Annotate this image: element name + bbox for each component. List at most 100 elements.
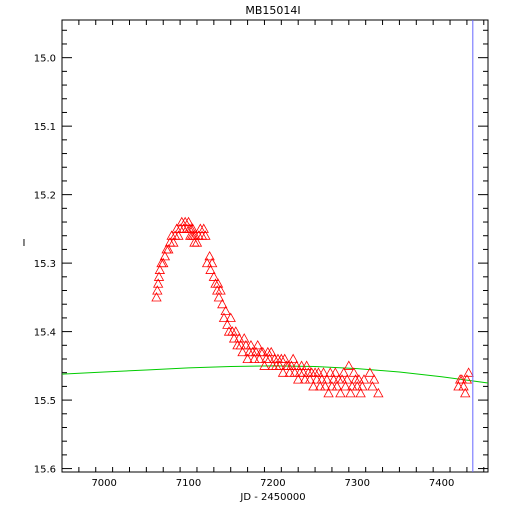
data-point — [151, 292, 162, 302]
data-point — [152, 278, 164, 288]
data-point — [152, 285, 163, 295]
data-point — [230, 326, 241, 336]
data-point — [218, 312, 230, 322]
data-point — [353, 374, 365, 384]
data-point — [311, 374, 322, 384]
data-point — [355, 387, 366, 398]
data-point — [298, 367, 309, 377]
data-point — [341, 374, 353, 384]
data-point — [213, 292, 225, 302]
data-point — [201, 257, 213, 268]
data-point — [217, 298, 228, 309]
data-point — [242, 353, 253, 363]
y-tick-label: 15.6 — [34, 465, 56, 476]
data-point — [352, 381, 363, 391]
x-tick-label: 7300 — [345, 478, 370, 489]
x-tick-label: 7000 — [91, 478, 116, 489]
data-point — [159, 250, 171, 261]
y-tick-label: 15.0 — [34, 54, 56, 65]
data-point — [358, 374, 370, 384]
data-point — [252, 339, 263, 350]
data-point — [279, 353, 290, 363]
data-point — [225, 312, 236, 322]
y-axis-title: I — [23, 238, 26, 249]
data-point — [266, 346, 277, 357]
data-point — [204, 250, 215, 261]
data-point — [343, 360, 354, 370]
data-point — [461, 374, 473, 384]
chart-title: MB15014I — [245, 4, 300, 17]
data-point — [340, 381, 351, 391]
data-point — [291, 360, 302, 370]
y-tick-label: 15.5 — [34, 396, 56, 407]
data-point — [240, 339, 252, 350]
data-point — [153, 271, 165, 281]
data-point — [323, 387, 334, 398]
x-tick-label: 7200 — [260, 478, 285, 489]
data-point — [338, 367, 349, 377]
data-point — [264, 353, 275, 363]
data-point — [158, 257, 169, 268]
x-tick-label: 7400 — [429, 478, 454, 489]
data-point — [368, 374, 380, 384]
data-point — [163, 244, 174, 254]
data-point — [205, 264, 216, 274]
y-tick-label: 15.3 — [34, 259, 56, 270]
data-point — [198, 223, 209, 233]
data-point — [330, 367, 341, 377]
data-point — [212, 278, 224, 288]
data-point — [200, 230, 211, 240]
data-point — [318, 367, 329, 377]
data-point — [458, 381, 469, 391]
data-point — [239, 333, 250, 343]
data-point — [320, 381, 331, 391]
data-point — [257, 346, 268, 357]
data-point — [335, 387, 346, 398]
data-point — [228, 333, 240, 343]
data-point — [215, 285, 226, 295]
data-point — [235, 339, 247, 350]
data-point — [173, 230, 184, 240]
data-point — [321, 374, 333, 384]
data-point — [254, 353, 265, 363]
data-point — [296, 360, 307, 370]
data-point — [313, 367, 324, 377]
data-point — [168, 237, 179, 247]
data-point — [220, 305, 231, 316]
data-point — [277, 367, 289, 377]
plot-area-frame — [61, 19, 489, 473]
data-point — [245, 339, 257, 350]
data-point — [331, 381, 343, 391]
data-point — [336, 374, 348, 384]
data-point — [364, 367, 376, 377]
model-curve — [61, 365, 489, 384]
data-point — [460, 387, 471, 398]
data-point — [453, 381, 464, 391]
data-point — [287, 353, 299, 363]
data-point — [463, 367, 474, 377]
data-point — [289, 367, 301, 377]
data-point — [249, 353, 260, 363]
data-point — [154, 264, 166, 274]
y-tick-label: 15.1 — [34, 122, 56, 133]
data-point — [206, 257, 218, 268]
data-point — [348, 367, 360, 377]
data-point — [222, 319, 233, 329]
data-point — [233, 333, 245, 343]
data-point — [208, 271, 220, 281]
y-tick-label: 15.2 — [34, 191, 56, 202]
x-axis-title: JD - 2450000 — [239, 492, 305, 503]
data-point — [357, 381, 368, 391]
data-point — [345, 387, 356, 398]
x-tick-label: 7100 — [176, 478, 201, 489]
data-point — [314, 381, 326, 391]
data-point — [325, 367, 336, 377]
y-tick-label: 15.4 — [34, 328, 56, 339]
data-point — [328, 374, 339, 384]
data-point — [284, 367, 295, 377]
data-point — [191, 237, 203, 247]
data-point — [286, 360, 297, 370]
data-point — [274, 360, 285, 370]
data-point — [250, 346, 262, 357]
